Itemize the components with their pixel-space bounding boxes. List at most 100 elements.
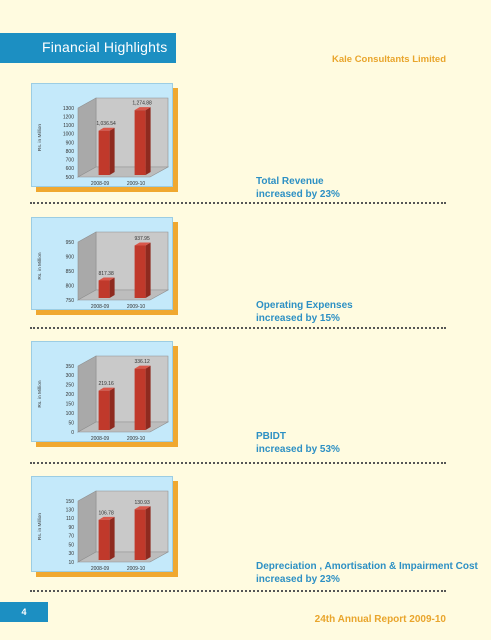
bar-top	[98, 516, 115, 520]
x-tick-label: 2009-10	[127, 566, 146, 572]
chart-revenue: Rs. in Million 500 600 700 800 900 1000 1100 120…	[31, 83, 173, 187]
y-axis-label: Rs. in Million	[37, 252, 43, 280]
y-axis-label: Rs. in Million	[37, 124, 43, 152]
chart-svg-depreciation: Rs. in Million 10 30 50 70 90 110 130 150 106.78 2…	[37, 490, 170, 572]
y-tick-label: 30	[68, 551, 74, 557]
chart-svg-pbidt: Rs. in Million 0 50 100 150 200 250 300 350 219.1…	[37, 355, 170, 442]
page-number: 4	[0, 602, 48, 622]
caption-pbidt-title: PBIDT	[256, 431, 286, 442]
chart-svg-revenue: Rs. in Million 500 600 700 800 900 1000 1100 120…	[37, 97, 170, 187]
separator	[30, 202, 446, 204]
caption-opex-title: Operating Expenses	[256, 300, 353, 311]
title-banner: Financial Highlights	[0, 33, 176, 63]
bar-top	[134, 365, 151, 369]
data-label: 106.78	[98, 510, 114, 516]
bar-side	[145, 506, 151, 560]
x-tick-label: 2008-09	[91, 304, 110, 310]
bar-side	[145, 107, 151, 175]
x-tick-label: 2008-09	[91, 181, 110, 187]
bar	[98, 519, 110, 560]
separator	[30, 590, 446, 592]
caption-revenue-change: increased by 23%	[256, 189, 340, 200]
chart-side-wall	[77, 231, 97, 301]
caption-depreciation: Depreciation , Amortisation & Impairment…	[256, 560, 478, 586]
y-tick-label: 900	[66, 254, 75, 260]
bar-top	[98, 387, 115, 391]
y-tick-label: 110	[66, 516, 74, 522]
caption-opex-change: increased by 15%	[256, 313, 340, 324]
chart-pbidt: Rs. in Million 0 50 100 150 200 250 300 350 219.1…	[31, 341, 173, 442]
bar-side	[109, 516, 115, 560]
x-tick-label: 2009-10	[127, 436, 146, 442]
y-tick-label: 1100	[63, 123, 74, 129]
x-tick-label: 2008-09	[91, 566, 110, 572]
chart-opex: Rs. in Million 750 800 850 900 950 817.38 2008-…	[31, 217, 173, 310]
y-tick-label: 150	[66, 499, 75, 505]
bar	[98, 390, 110, 430]
data-label: 937.95	[134, 236, 150, 242]
caption-pbidt-change: increased by 53%	[256, 444, 340, 455]
y-tick-label: 10	[68, 560, 74, 566]
data-label: 130.93	[134, 500, 150, 506]
y-tick-label: 700	[66, 158, 75, 164]
bar-side	[109, 387, 115, 430]
y-tick-label: 900	[66, 140, 75, 146]
caption-depreciation-change: increased by 23%	[256, 574, 340, 585]
data-label: 817.38	[98, 271, 114, 277]
chart-svg-opex: Rs. in Million 750 800 850 900 950 817.38 2008-…	[37, 231, 170, 310]
y-axis-label: Rs. in Million	[37, 513, 43, 541]
report-title: 24th Annual Report 2009-10	[314, 614, 446, 625]
y-tick-label: 70	[68, 534, 74, 540]
y-tick-label: 1200	[63, 114, 74, 120]
y-tick-label: 90	[68, 525, 74, 531]
bar-top	[134, 506, 151, 510]
bar-side	[109, 277, 115, 298]
x-tick-label: 2009-10	[127, 304, 146, 310]
x-tick-label: 2009-10	[127, 181, 146, 187]
separator	[30, 327, 446, 329]
bar	[134, 368, 146, 430]
y-tick-label: 750	[66, 298, 75, 304]
bar-side	[145, 365, 151, 430]
y-tick-label: 800	[66, 149, 75, 155]
caption-pbidt: PBIDT increased by 53%	[256, 430, 340, 456]
data-label: 219.16	[98, 381, 114, 387]
caption-depreciation-title: Depreciation , Amortisation & Impairment…	[256, 561, 478, 572]
bar-top	[134, 107, 151, 111]
x-tick-label: 2008-09	[91, 436, 110, 442]
bar	[98, 130, 110, 175]
caption-opex: Operating Expenses increased by 15%	[256, 299, 353, 325]
y-tick-label: 300	[66, 373, 75, 379]
separator	[30, 462, 446, 464]
y-tick-label: 50	[68, 542, 74, 548]
caption-revenue: Total Revenue increased by 23%	[256, 175, 340, 201]
company-name: Kale Consultants Limited	[331, 54, 446, 65]
bar-top	[134, 242, 151, 246]
chart-side-wall	[77, 355, 97, 433]
page-title: Financial Highlights	[42, 39, 168, 55]
bar-top	[98, 277, 115, 281]
y-tick-label: 50	[68, 420, 74, 426]
chart-side-wall	[77, 490, 97, 563]
y-tick-label: 250	[66, 383, 75, 389]
y-tick-label: 600	[66, 166, 75, 172]
y-tick-label: 200	[66, 392, 75, 398]
y-tick-label: 800	[66, 283, 75, 289]
bar-top	[98, 127, 115, 131]
y-tick-label: 130	[66, 508, 75, 514]
caption-revenue-title: Total Revenue	[256, 176, 324, 187]
data-label: 1,274.88	[132, 101, 152, 107]
y-tick-label: 150	[66, 402, 75, 408]
y-tick-label: 350	[66, 364, 75, 370]
chart-depreciation: Rs. in Million 10 30 50 70 90 110 130 150 106.78 2…	[31, 476, 173, 572]
bar	[134, 110, 146, 175]
y-tick-label: 100	[66, 411, 75, 417]
bar-side	[145, 242, 151, 298]
data-label: 336.12	[134, 359, 150, 365]
y-tick-label: 1000	[63, 132, 74, 138]
y-axis-label: Rs. in Million	[37, 380, 43, 408]
y-tick-label: 500	[66, 175, 75, 181]
bar-side	[109, 127, 115, 175]
y-tick-label: 950	[66, 240, 75, 246]
chart-side-wall	[77, 97, 97, 178]
